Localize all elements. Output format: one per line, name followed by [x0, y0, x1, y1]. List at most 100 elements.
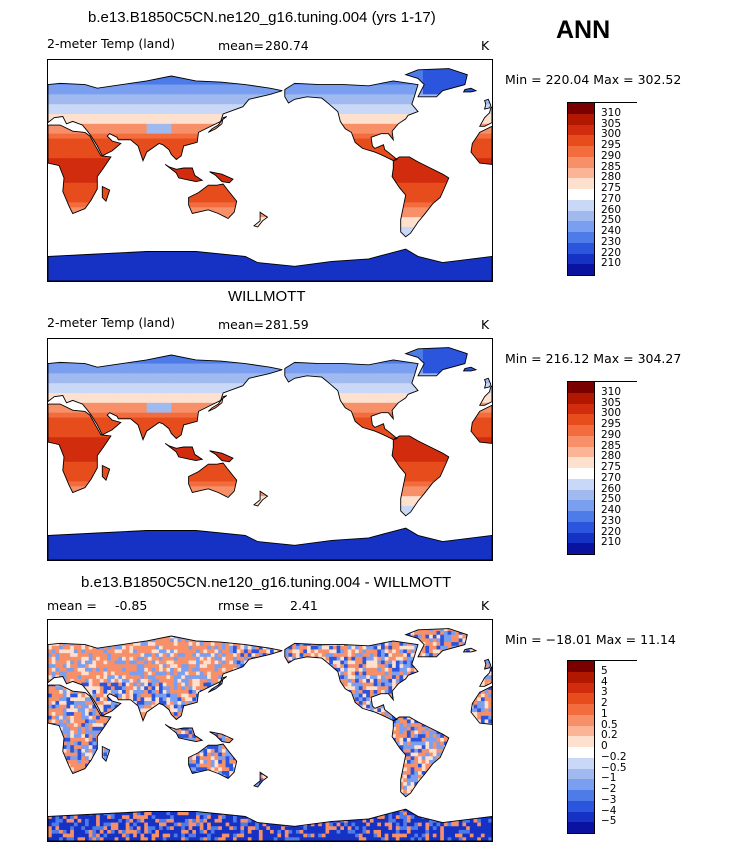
grid-cell [97, 68, 103, 71]
grid-cell [294, 197, 301, 204]
grid-cell [215, 276, 222, 281]
grid-cell [62, 133, 69, 140]
grid-cell [92, 271, 98, 277]
grid-cell [388, 251, 394, 258]
grid-cell [215, 347, 222, 350]
grid-cell [141, 148, 148, 154]
grid-cell [161, 339, 167, 345]
grid-cell [67, 69, 74, 76]
grid-cell [230, 163, 237, 169]
grid-cell [289, 123, 296, 130]
grid-cell [413, 118, 419, 125]
grid-cell [141, 378, 148, 384]
grid-cell [378, 197, 385, 204]
grid-cell [235, 368, 241, 374]
grid-cell [205, 69, 212, 76]
grid-cell [186, 109, 192, 115]
grid-cell [358, 153, 365, 159]
grid-cell [73, 60, 79, 66]
grid-cell [324, 182, 330, 189]
grid-cell [156, 261, 163, 267]
grid-cell [235, 123, 241, 130]
grid-cell [294, 207, 301, 213]
grid-cell [196, 256, 202, 262]
grid-cell [97, 74, 103, 81]
grid-cell [196, 163, 202, 169]
grid-cell [171, 148, 177, 154]
grid-cell [200, 266, 207, 272]
grid-cell [324, 69, 330, 76]
grid-cell [166, 187, 172, 194]
grid-cell [57, 74, 64, 81]
grid-cell [87, 158, 93, 164]
grid-cell [457, 79, 463, 86]
grid-cell [279, 128, 286, 135]
grid-cell [348, 363, 355, 370]
grid-cell [329, 197, 335, 204]
grid-cell [221, 339, 227, 345]
grid-cell [215, 217, 222, 223]
grid-cell [304, 271, 311, 277]
grid-cell [284, 158, 291, 164]
grid-cell [72, 363, 79, 370]
grid-cell [265, 133, 271, 140]
grid-cell [161, 68, 167, 71]
grid-cell [122, 348, 128, 355]
grid-cell [427, 348, 434, 355]
grid-cell [363, 373, 370, 379]
grid-cell [200, 363, 207, 370]
grid-cell [339, 114, 345, 120]
grid-cell [324, 241, 330, 248]
grid-cell [358, 138, 365, 145]
grid-cell [378, 276, 385, 281]
grid-cell [329, 114, 335, 120]
grid-cell [161, 163, 167, 169]
grid-cell [77, 89, 84, 95]
grid-cell [126, 197, 133, 204]
grid-cell [146, 207, 153, 213]
grid-cell [447, 123, 454, 130]
grid-cell [304, 192, 311, 199]
grid-cell [363, 84, 370, 91]
grid-cell [363, 114, 370, 120]
grid-cell [462, 163, 468, 169]
grid-cell [225, 197, 232, 204]
grid-cell [329, 158, 335, 164]
grid-cell [52, 74, 59, 81]
grid-cell [107, 276, 113, 281]
grid-cell [161, 158, 167, 164]
grid-cell [324, 158, 330, 164]
grid-cell [82, 222, 89, 228]
grid-cell [255, 172, 261, 179]
grid-cell [156, 383, 163, 389]
grid-cell [122, 378, 128, 384]
grid-cell [260, 256, 266, 262]
grid-cell [107, 138, 113, 145]
grid-cell [348, 153, 355, 159]
grid-cell [122, 212, 128, 218]
grid-cell [403, 94, 409, 100]
grid-cell [255, 118, 261, 125]
grid-cell [348, 74, 355, 81]
grid-cell [77, 143, 84, 149]
grid-cell [482, 261, 488, 267]
grid-cell [344, 99, 350, 105]
grid-cell [230, 217, 237, 223]
grid-cell [230, 251, 237, 258]
grid-cell [82, 378, 89, 384]
grid-cell [255, 114, 261, 120]
grid-cell [82, 163, 89, 169]
grid-cell [403, 276, 409, 281]
grid-cell [324, 207, 330, 213]
grid-cell [462, 182, 468, 189]
grid-cell [112, 60, 118, 66]
grid-cell [181, 168, 187, 174]
grid-cell [388, 104, 394, 110]
grid-cell [235, 378, 241, 384]
grid-cell [196, 241, 202, 248]
grid-cell [378, 212, 385, 218]
grid-cell [482, 182, 488, 189]
grid-cell [225, 373, 232, 379]
grid-cell [136, 109, 143, 115]
grid-cell [215, 197, 222, 204]
